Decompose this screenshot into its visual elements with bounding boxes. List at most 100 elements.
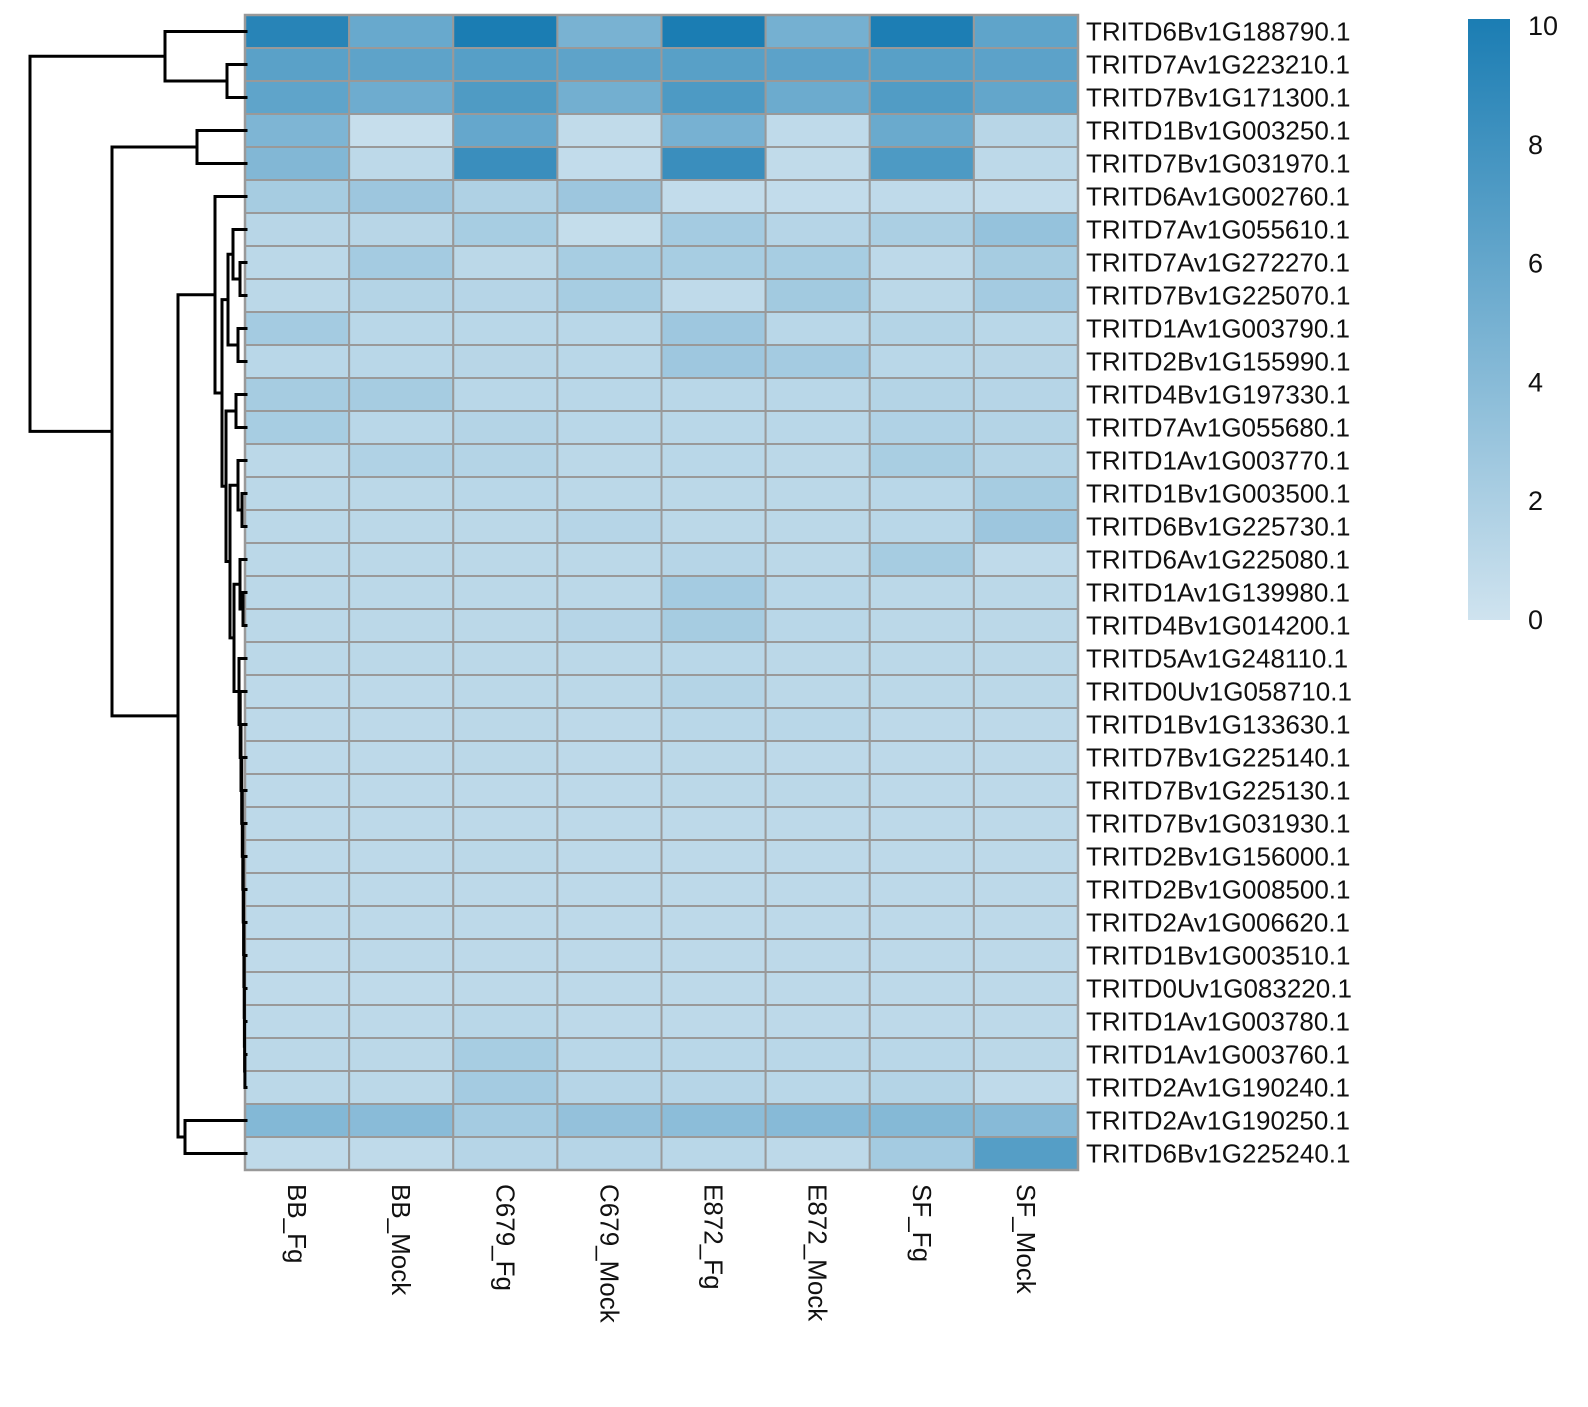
heatmap-cell	[348, 113, 455, 148]
heatmap-cell	[868, 740, 975, 775]
heatmap-cell	[556, 212, 663, 247]
heatmap-cell	[452, 278, 559, 313]
heatmap-cell	[660, 245, 767, 280]
heatmap-cell	[972, 773, 1080, 808]
heatmap-cell	[868, 542, 975, 577]
heatmap-cell	[244, 971, 351, 1006]
row-label: TRITD6Bv1G225240.1	[1086, 1139, 1350, 1169]
heatmap-cell	[660, 344, 767, 379]
heatmap-cell	[556, 773, 663, 808]
heatmap-cell	[452, 146, 559, 181]
heatmap-cell	[764, 806, 871, 841]
heatmap-cell	[348, 377, 455, 412]
heatmap-cell	[348, 1037, 455, 1072]
heatmap-cell	[556, 80, 663, 115]
heatmap-cell	[452, 113, 559, 148]
heatmap-cell	[868, 707, 975, 742]
heatmap-cell	[556, 113, 663, 148]
heatmap-cell	[244, 245, 351, 280]
heatmap-cell	[764, 1070, 871, 1105]
heatmap-cell	[868, 14, 975, 49]
row-dendrogram	[28, 30, 248, 1155]
heatmap-cell	[972, 377, 1080, 412]
heatmap-cell	[764, 773, 871, 808]
heatmap-cell	[452, 1103, 559, 1138]
heatmap-cell	[972, 1103, 1080, 1138]
heatmap-cell	[452, 344, 559, 379]
heatmap-cell	[348, 80, 455, 115]
heatmap-cell	[868, 113, 975, 148]
heatmap-cell	[868, 971, 975, 1006]
heatmap-cell	[764, 674, 871, 709]
heatmap-cell	[972, 80, 1080, 115]
heatmap-cell	[972, 641, 1080, 676]
heatmap-cell	[556, 1070, 663, 1105]
heatmap-cell	[348, 1070, 455, 1105]
heatmap-cell	[452, 509, 559, 544]
heatmap-cell	[764, 476, 871, 511]
heatmap-cell	[764, 1037, 871, 1072]
heatmap-cell	[868, 905, 975, 940]
column-labels: BB_Fg BB_Mock C679_Fg C679_Mock E872_Fg E872_…	[282, 1184, 1041, 1324]
heatmap-cell	[764, 1136, 871, 1171]
heatmap-cell	[868, 1136, 975, 1171]
heatmap-cell	[972, 47, 1080, 82]
heatmap-cell	[452, 311, 559, 346]
heatmap-cell	[452, 839, 559, 874]
heatmap-cell	[868, 443, 975, 478]
row-label: TRITD7Av1G055680.1	[1086, 413, 1350, 443]
heatmap-cell	[764, 113, 871, 148]
heatmap-cell	[348, 773, 455, 808]
heatmap-cell	[868, 377, 975, 412]
heatmap-cell	[764, 740, 871, 775]
row-label: TRITD6Av1G225080.1	[1086, 545, 1350, 575]
heatmap-cell	[764, 905, 871, 940]
heatmap-cell	[660, 773, 767, 808]
heatmap-cell	[660, 80, 767, 115]
row-label: TRITD1Av1G003780.1	[1086, 1007, 1350, 1037]
heatmap-cell	[660, 839, 767, 874]
column-label: BB_Mock	[386, 1184, 416, 1296]
heatmap-cell	[764, 245, 871, 280]
heatmap-cell	[556, 344, 663, 379]
heatmap-cell	[556, 839, 663, 874]
row-label: TRITD2Bv1G156000.1	[1086, 842, 1350, 872]
legend-colorbar	[1468, 19, 1510, 620]
heatmap-cell	[556, 575, 663, 610]
legend-tick-label: 6	[1528, 249, 1543, 279]
heatmap-cell	[764, 839, 871, 874]
heatmap-cell	[764, 575, 871, 610]
heatmap-cell	[764, 179, 871, 214]
row-label: TRITD1Av1G003790.1	[1086, 314, 1350, 344]
heatmap-cell	[764, 80, 871, 115]
heatmap-cell	[556, 938, 663, 973]
row-label: TRITD7Bv1G031930.1	[1086, 809, 1350, 839]
row-label: TRITD0Uv1G083220.1	[1086, 974, 1352, 1004]
row-label: TRITD2Av1G190240.1	[1086, 1073, 1350, 1103]
heatmap-cells	[244, 14, 1080, 1171]
heatmap-cell	[972, 575, 1080, 610]
heatmap-cell	[348, 608, 455, 643]
heatmap-cell	[660, 14, 767, 49]
heatmap-cell	[868, 179, 975, 214]
heatmap-cell	[244, 179, 351, 214]
row-label: TRITD2Bv1G155990.1	[1086, 347, 1350, 377]
heatmap-cell	[868, 938, 975, 973]
row-label: TRITD4Bv1G014200.1	[1086, 611, 1350, 641]
heatmap-cell	[660, 1070, 767, 1105]
heatmap-cell	[452, 1070, 559, 1105]
heatmap-cell	[660, 1136, 767, 1171]
heatmap-cell	[244, 410, 351, 445]
heatmap-cell	[764, 542, 871, 577]
heatmap-cell	[972, 542, 1080, 577]
legend-tick-label: 8	[1528, 130, 1543, 160]
column-label: E872_Fg	[699, 1184, 729, 1290]
heatmap-cell	[868, 212, 975, 247]
heatmap-cell	[972, 146, 1080, 181]
row-label: TRITD7Bv1G225070.1	[1086, 281, 1350, 311]
heatmap-cell	[972, 938, 1080, 973]
row-label: TRITD6Bv1G225730.1	[1086, 512, 1350, 542]
heatmap-cell	[348, 14, 455, 49]
heatmap-cell	[972, 1136, 1080, 1171]
